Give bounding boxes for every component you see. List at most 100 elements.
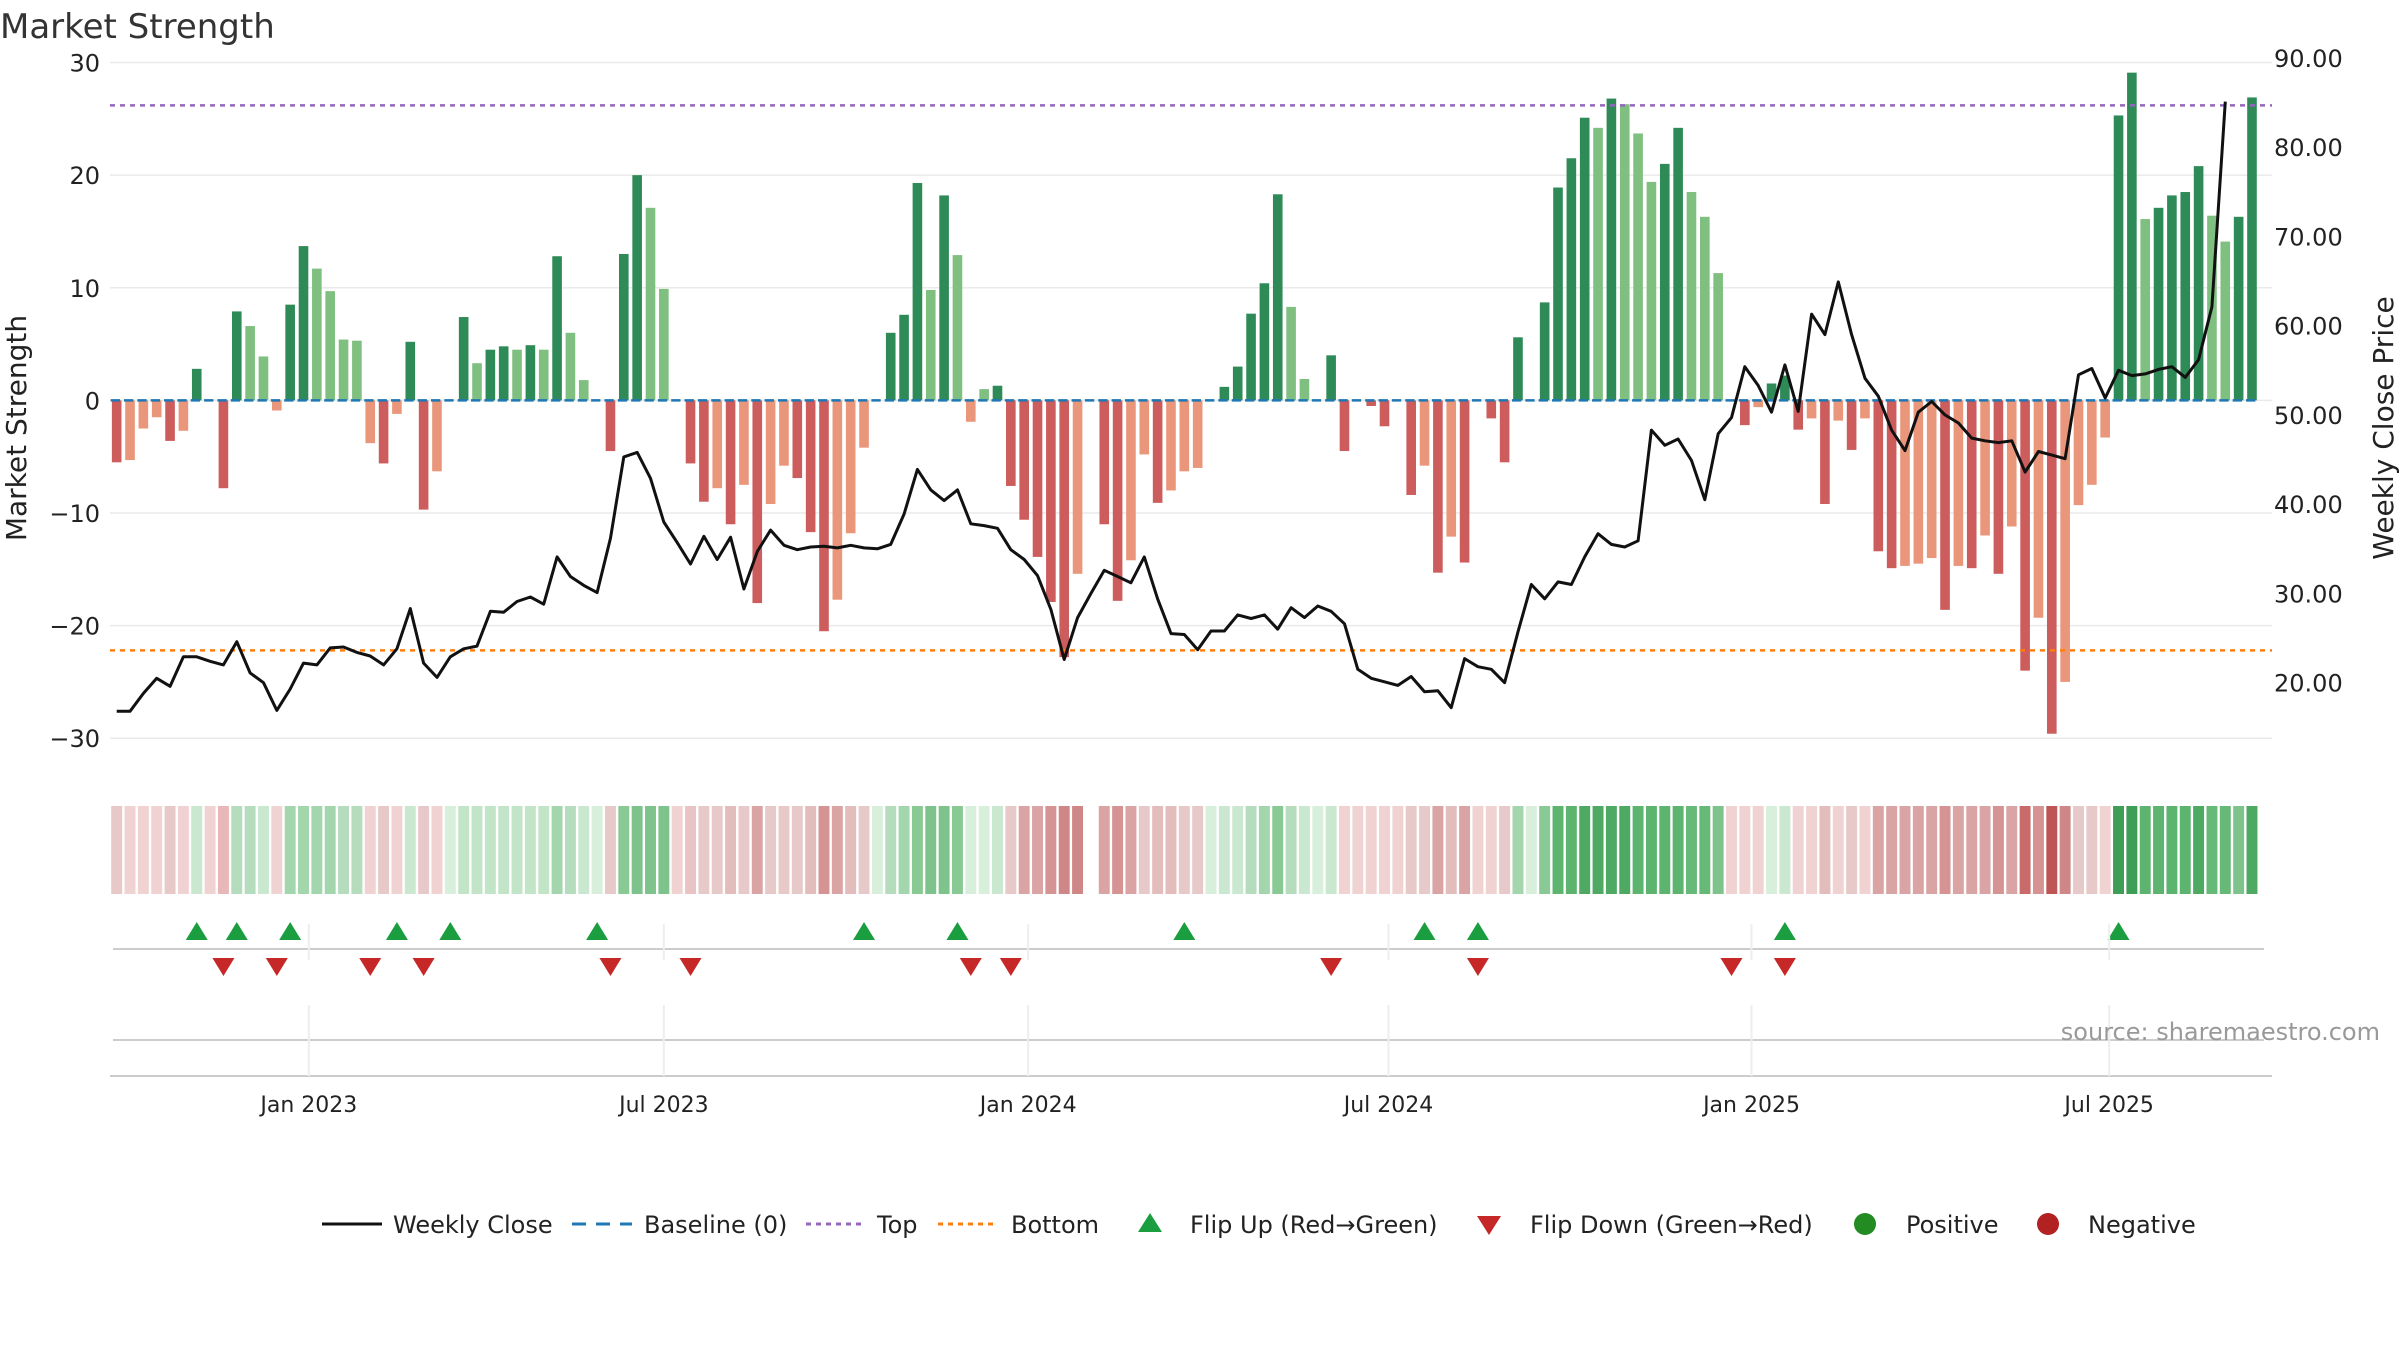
strength-bar — [312, 268, 322, 401]
x-tick-label: Jul 2025 — [2062, 1093, 2154, 1118]
strip-cell — [258, 806, 269, 894]
strip-cell — [1632, 806, 1644, 894]
strip-cell — [1032, 806, 1043, 894]
regime-strip — [111, 806, 2258, 894]
flip-up-marker — [586, 922, 609, 940]
strength-bar — [458, 317, 469, 401]
strip-cell — [378, 806, 390, 894]
y2-tick-label: 20.00 — [2274, 670, 2343, 698]
flip-down-marker — [1720, 958, 1743, 976]
weekly-close-line-group — [116, 101, 2227, 713]
strip-cell — [231, 806, 243, 894]
legend-label: Negative — [2088, 1211, 2196, 1239]
strip-cell — [1392, 806, 1404, 894]
strip-cell — [298, 806, 309, 894]
y-axis-ticks: 30 20 10 0 −10 −20 −30 — [49, 50, 100, 754]
strength-bar — [472, 363, 482, 401]
strip-cell — [564, 806, 576, 894]
strength-bar — [1272, 194, 1283, 401]
legend-label: Weekly Close — [393, 1211, 553, 1239]
legend-swatch — [2037, 1213, 2059, 1235]
strength-bar — [1379, 400, 1390, 427]
strip-cell — [1192, 806, 1204, 894]
strip-cell — [2113, 806, 2124, 894]
strength-bar — [2046, 400, 2057, 734]
strength-bar — [1192, 400, 1203, 468]
strength-bar — [1940, 400, 1950, 610]
strength-bar — [1299, 378, 1310, 401]
strip-cell — [431, 806, 443, 894]
strip-cell — [751, 806, 763, 894]
strength-bar — [2180, 192, 2191, 401]
strength-bar — [1833, 400, 1844, 421]
strength-bar — [1406, 400, 1417, 495]
strength-bar — [365, 400, 376, 444]
strength-bar — [1593, 127, 1603, 401]
strip-cell — [1952, 806, 1964, 894]
y2-tick-label: 70.00 — [2274, 223, 2343, 251]
strength-bar — [659, 288, 669, 401]
strength-bar — [1740, 400, 1750, 426]
strip-cell — [1792, 806, 1804, 894]
strip-cell — [524, 806, 536, 894]
legend-swatch — [1854, 1213, 1876, 1235]
flip-down-marker — [999, 958, 1022, 976]
strip-cell — [1165, 806, 1177, 894]
strip-cell — [1098, 806, 1110, 894]
y-tick-label: 20 — [69, 162, 100, 190]
strip-cell — [1138, 806, 1150, 894]
strip-cell — [1205, 806, 1217, 894]
flip-up-marker — [225, 922, 248, 940]
strip-cell — [2126, 806, 2138, 894]
strength-bar — [1633, 133, 1643, 401]
strength-bar — [632, 175, 642, 401]
legend-label: Bottom — [1011, 1211, 1099, 1239]
strength-bar — [485, 349, 496, 401]
strip-cell — [1605, 806, 1617, 894]
strip-cell — [1819, 806, 1831, 894]
strength-bar — [2167, 195, 2177, 401]
y-tick-label: 30 — [69, 50, 100, 78]
strength-bar — [1006, 400, 1016, 486]
flip-up-marker — [2107, 922, 2130, 940]
strip-cell — [1592, 806, 1604, 894]
strength-bar — [125, 400, 135, 461]
strip-cell — [1926, 806, 1938, 894]
strength-bar — [1806, 400, 1817, 419]
strip-cell — [471, 806, 483, 894]
strip-cell — [1112, 806, 1124, 894]
y-axis-label: Market Strength — [0, 315, 33, 541]
x-tick-label: Jan 2025 — [1701, 1093, 1800, 1118]
strength-bar — [979, 389, 989, 401]
strip-cell — [845, 806, 857, 894]
strip-cell — [1685, 806, 1697, 894]
strength-bar — [1326, 355, 1336, 401]
strength-bar — [191, 368, 202, 401]
strip-cell — [698, 806, 710, 894]
flip-up-marker — [946, 922, 969, 940]
strip-cell — [1512, 806, 1524, 894]
strip-cell — [1232, 806, 1244, 894]
strip-cell — [538, 806, 550, 894]
strip-cell — [418, 806, 430, 894]
strip-cell — [1752, 806, 1764, 894]
strength-bar — [1232, 366, 1243, 401]
x-tick-label: Jan 2023 — [258, 1093, 357, 1118]
strip-cell — [805, 806, 817, 894]
strip-cell — [1552, 806, 1564, 894]
flip-up-marker — [1413, 922, 1436, 940]
y2-axis-label: Weekly Close Price — [2367, 296, 2400, 559]
strip-cell — [1432, 806, 1444, 894]
strip-cell — [2073, 806, 2084, 894]
strength-bar — [2153, 207, 2164, 401]
x-tick-label: Jan 2024 — [978, 1093, 1077, 1118]
strength-bar — [1059, 400, 1070, 658]
strength-bar — [1619, 104, 1630, 401]
strength-bar — [1513, 337, 1523, 401]
strip-cell — [484, 806, 496, 894]
strength-bar — [819, 400, 829, 632]
strip-cell — [2046, 806, 2058, 894]
strength-bar — [1433, 400, 1443, 573]
strip-cell — [1218, 806, 1230, 894]
grid-lines — [110, 61, 2272, 739]
